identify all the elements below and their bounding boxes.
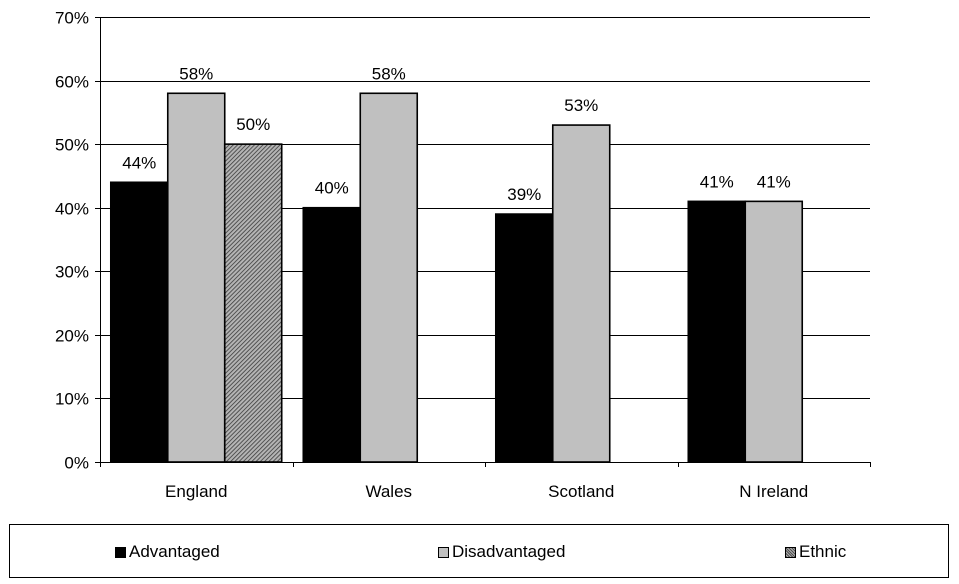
data-labels: 44% 40% 39% 41% 58% 58% 53% 41% 50% [122, 64, 791, 204]
bar-disadvantaged-wales [359, 92, 419, 463]
bar-advantaged-wales [302, 206, 362, 463]
bar-disadvantaged-scotland [551, 124, 611, 463]
y-tick-label: 60% [55, 73, 89, 92]
bar-disadvantaged-n-ireland [744, 200, 804, 463]
x-axis-ticks: England Wales Scotland N Ireland [100, 462, 871, 501]
legend-swatch-advantaged [115, 546, 126, 558]
x-tick-label: England [165, 482, 227, 501]
data-label: 50% [236, 115, 270, 134]
legend-swatch-disadvantaged [438, 546, 449, 558]
x-tick-label: Scotland [548, 482, 614, 501]
y-tick-label: 20% [55, 327, 89, 346]
y-tick-label: 70% [55, 9, 89, 28]
data-label: 44% [122, 153, 156, 172]
data-label: 53% [564, 96, 598, 115]
y-tick-label: 30% [55, 263, 89, 282]
legend-label-disadvantaged: Disadvantaged [452, 542, 566, 561]
bar-advantaged-scotland [494, 213, 554, 463]
data-label: 39% [507, 185, 541, 204]
data-label: 58% [179, 64, 213, 83]
y-tick-label: 40% [55, 200, 89, 219]
legend-item-disadvantaged: Disadvantaged [438, 525, 565, 579]
bar-advantaged-england [109, 181, 169, 463]
y-tick-label: 50% [55, 136, 89, 155]
legend-swatch-ethnic [785, 546, 796, 558]
legend-item-ethnic: Ethnic [785, 525, 846, 579]
x-tick-label: N Ireland [739, 482, 808, 501]
bar-advantaged-n-ireland [687, 200, 747, 463]
bar-chart: 0% 10% 20% 30% 40% 50% 60% 70% England Wales Scot… [55, 9, 871, 501]
legend: Advantaged Disadvantaged Ethnic [9, 524, 949, 578]
data-label: 41% [757, 172, 791, 191]
legend-item-advantaged: Advantaged [115, 525, 220, 579]
data-label: 58% [372, 64, 406, 83]
legend-label-advantaged: Advantaged [129, 542, 220, 561]
bars [109, 92, 804, 463]
y-axis-ticks: 0% 10% 20% 30% 40% 50% 60% 70% [55, 9, 101, 473]
data-label: 40% [315, 179, 349, 198]
bar-disadvantaged-england [166, 92, 226, 463]
y-tick-label: 10% [55, 390, 89, 409]
y-tick-label: 0% [64, 454, 89, 473]
x-tick-label: Wales [365, 482, 412, 501]
data-label: 41% [700, 172, 734, 191]
legend-label-ethnic: Ethnic [799, 542, 847, 561]
bar-ethnic-england [223, 143, 283, 463]
